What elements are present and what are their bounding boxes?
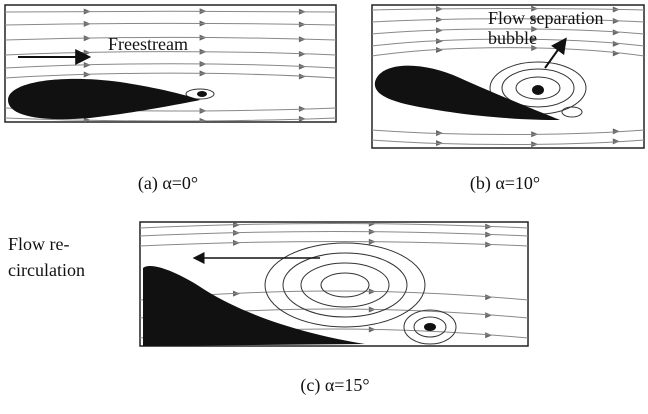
- streamline: [372, 129, 644, 135]
- streamline: [5, 22, 336, 26]
- vortex: [320, 272, 370, 298]
- streamline: [140, 231, 528, 237]
- streamline: [372, 38, 644, 47]
- streamline: [140, 223, 528, 229]
- annotation: Flow separation: [488, 8, 603, 28]
- caption: (b) α=10°: [470, 173, 540, 194]
- airfoil: [374, 65, 560, 120]
- vortex: [515, 76, 561, 100]
- streamline: [5, 51, 336, 56]
- streamline-arrow: [436, 47, 443, 54]
- streamline: [372, 8, 644, 11]
- vortex: [561, 106, 583, 118]
- airfoil: [143, 266, 365, 346]
- bubble-arrow: [544, 37, 567, 69]
- streamline: [372, 47, 644, 57]
- vortex: [413, 316, 447, 338]
- vortex: [300, 262, 390, 308]
- vortex: [501, 68, 575, 108]
- streamline-arrow: [368, 222, 376, 227]
- streamline-arrow: [612, 29, 620, 36]
- streamline-arrow: [436, 38, 443, 45]
- vortex: [403, 309, 457, 345]
- annotation: Freestream: [108, 34, 188, 54]
- streamline: [5, 63, 336, 69]
- vortex-core: [532, 85, 544, 95]
- streamline: [5, 72, 336, 79]
- annotation: Flow re-: [8, 234, 70, 254]
- streamline: [140, 241, 528, 247]
- streamline: [5, 37, 336, 41]
- vortex-core: [424, 323, 436, 331]
- vortex: [264, 242, 426, 328]
- vortex: [282, 252, 408, 318]
- streamline: [372, 139, 644, 145]
- panel-c: [140, 222, 528, 346]
- panel-b: [372, 5, 644, 148]
- vortex: [185, 88, 215, 100]
- streamline: [5, 117, 336, 122]
- panel-a: [5, 8, 336, 122]
- streamline: [372, 28, 644, 35]
- airfoil: [8, 78, 200, 120]
- caption: (a) α=0°: [138, 173, 198, 194]
- caption: (c) α=15°: [300, 375, 369, 396]
- vortex-core: [197, 91, 207, 97]
- streamline: [5, 10, 336, 13]
- streamline: [372, 18, 644, 23]
- annotation: bubble: [488, 28, 537, 48]
- streamline-arrow: [612, 40, 620, 47]
- annotation: circulation: [8, 260, 85, 280]
